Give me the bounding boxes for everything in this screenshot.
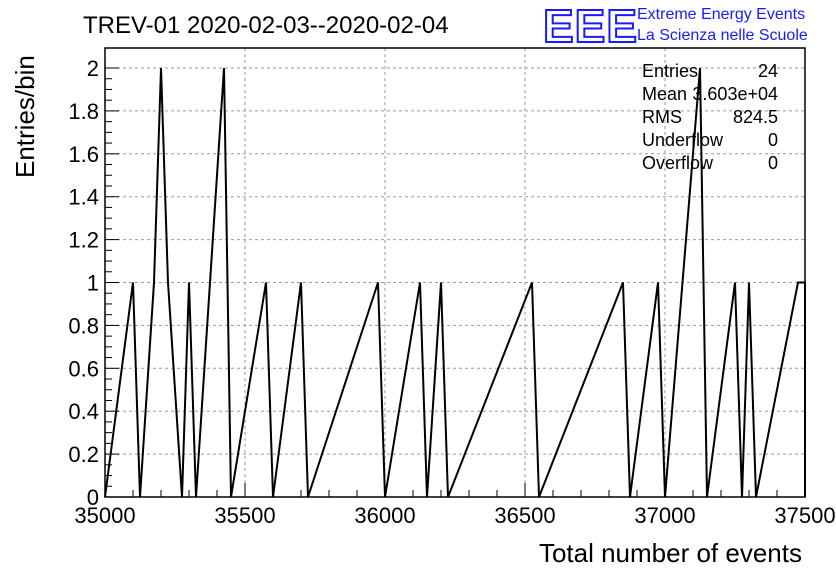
y-tick-label: 1 [87,271,99,296]
y-tick-label: 1.8 [68,99,99,124]
histogram-bin [798,283,805,498]
histogram-bin [217,283,224,498]
y-tick-label: 0.4 [68,399,99,424]
histogram-bin [154,283,161,498]
histogram-bin [168,283,175,498]
stats-overflow-label: Overflow [642,153,714,173]
stats-mean-label: Mean [642,84,687,104]
stats-entries-value: 24 [758,61,778,81]
plot-frame [104,47,806,498]
y-tick-label: 0 [87,485,99,510]
y-tick-label: 1.2 [68,228,99,253]
y-tick-label: 0.2 [68,442,99,467]
eee-logo: EEE Extreme Energy Events La Scienza nel… [542,0,808,53]
histogram-bin [210,283,217,498]
y-tick-label: 2 [87,56,99,81]
stats-rms-value: 824.5 [733,107,778,127]
x-tick-label: 37000 [634,503,695,528]
tick-labels: 35000 35500 36000 36500 37000 37500 0 0.2 0.4 0.6… [68,56,835,528]
axes [104,47,806,498]
chart-title: TREV-01 2020-02-03--2020-02-04 [83,12,449,39]
stats-underflow-value: 0 [768,130,778,150]
x-axis-label: Total number of events [539,538,802,568]
stats-overflow-value: 0 [768,153,778,173]
y-axis-label: Entries/bin [10,55,40,178]
x-tick-label: 35000 [74,503,135,528]
stats-box: Entries 24 Mean 3.603e+04 RMS 824.5 Unde… [642,61,778,173]
x-tick-label: 35500 [214,503,275,528]
y-tick-label: 1.6 [68,142,99,167]
eee-logo-line2: La Scienza nelle Scuole [637,27,808,44]
eee-logo-line1: Extreme Energy Events [637,6,805,23]
y-tick-label: 0.6 [68,356,99,381]
x-tick-label: 36500 [494,503,555,528]
stats-mean-value: 3.603e+04 [692,84,778,104]
eee-logo-mark: EEE [543,0,638,52]
x-tick-label: 36000 [354,503,415,528]
stats-entries-label: Entries [642,61,698,81]
stats-underflow-label: Underflow [642,130,724,150]
y-tick-label: 0.8 [68,313,99,338]
grid [105,48,805,497]
stats-rms-label: RMS [642,107,682,127]
y-tick-label: 1.4 [68,185,99,210]
histogram-bin [175,283,182,498]
x-tick-label: 37500 [774,503,835,528]
